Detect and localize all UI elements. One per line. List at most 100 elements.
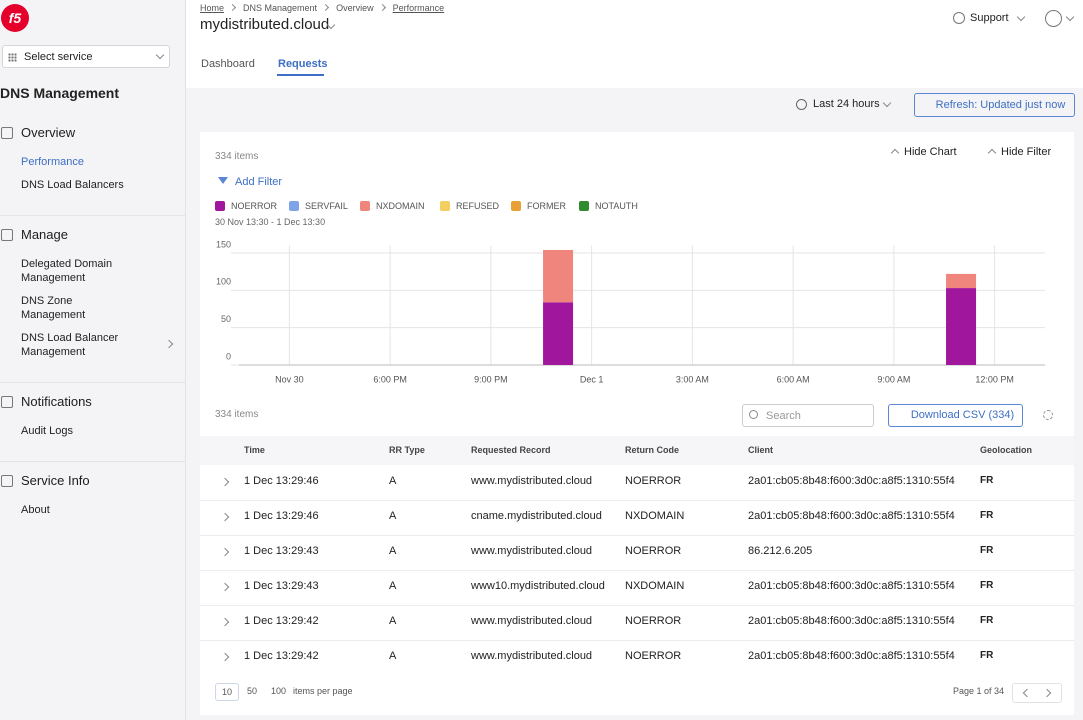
sidebar: f5 Select service DNS Management Overvie…: [0, 0, 186, 720]
cell: A: [389, 545, 396, 557]
legend-item[interactable]: FORMER: [511, 201, 566, 211]
legend-item[interactable]: NXDOMAIN: [360, 201, 425, 211]
download-button[interactable]: Download CSV (334): [888, 404, 1023, 427]
x-tick-label: 6:00 AM: [777, 374, 810, 384]
nav-group-title[interactable]: Overview: [0, 120, 185, 146]
column-header: Time: [244, 445, 265, 455]
nav-item[interactable]: DNS Load Balancer Management: [0, 331, 131, 359]
logo[interactable]: f5: [1, 4, 29, 32]
x-tick-label: 6:00 PM: [373, 374, 407, 384]
nav-group-title[interactable]: Manage: [0, 222, 185, 248]
refresh-button[interactable]: Refresh: Updated just now: [914, 93, 1075, 117]
legend-swatch: [511, 201, 521, 211]
legend-swatch: [289, 201, 299, 211]
row-separator: [200, 605, 1074, 606]
x-tick-label: 9:00 PM: [474, 374, 508, 384]
nav-group: Overview Performance DNS Load Balancers: [0, 114, 185, 215]
legend-swatch: [360, 201, 370, 211]
cell: 2a01:cb05:8b48:f600:3d0c:a8f5:1310:55f4: [748, 650, 955, 662]
cell: NOERROR: [625, 615, 681, 627]
crumb[interactable]: Home: [200, 3, 224, 13]
cell: 1 Dec 13:29:46: [244, 510, 319, 522]
column-header: Client: [748, 445, 773, 455]
tab-active[interactable]: Requests: [278, 58, 328, 70]
legend-item[interactable]: NOTAUTH: [579, 201, 638, 211]
cell: FR: [980, 510, 993, 521]
nav-item[interactable]: About: [0, 503, 131, 517]
row-separator: [200, 500, 1074, 501]
hide-chart[interactable]: Hide Chart: [904, 146, 957, 158]
cell: 2a01:cb05:8b48:f600:3d0c:a8f5:1310:55f4: [748, 510, 955, 522]
cell: NOERROR: [625, 650, 681, 662]
page-size[interactable]: 50: [241, 683, 263, 699]
cell: 86.212.6.205: [748, 545, 812, 557]
nav-item[interactable]: DNS Load Balancers: [0, 178, 131, 192]
legend-swatch: [440, 201, 450, 211]
tab[interactable]: Dashboard: [201, 58, 255, 70]
service-select[interactable]: Select service: [2, 45, 170, 68]
cell: 1 Dec 13:29:42: [244, 615, 319, 627]
bar: [543, 250, 573, 302]
time-range[interactable]: Last 24 hours: [813, 98, 880, 110]
cell: NOERROR: [625, 475, 681, 487]
nav-item[interactable]: Performance: [0, 155, 131, 169]
select-label: Select service: [24, 51, 92, 63]
support[interactable]: Support: [970, 12, 1009, 24]
bar: [543, 302, 573, 365]
crumb[interactable]: DNS Management: [243, 3, 317, 13]
prev[interactable]: [1023, 689, 1031, 697]
cell: www.mydistributed.cloud: [471, 615, 592, 627]
user-icon[interactable]: [1045, 10, 1062, 27]
cell: FR: [980, 650, 993, 661]
search-box[interactable]: Search: [742, 404, 874, 427]
chart-range: 30 Nov 13:30 - 1 Dec 13:30: [215, 217, 325, 227]
legend-item[interactable]: NOERROR: [215, 201, 277, 211]
grid-icon: [8, 53, 17, 62]
page-title: mydistributed.cloud: [200, 16, 329, 33]
cell: A: [389, 580, 396, 592]
legend-label: SERVFAIL: [305, 201, 348, 211]
nav-group-title[interactable]: Service Info: [0, 468, 185, 494]
cell: www.mydistributed.cloud: [471, 475, 592, 487]
settings-icon[interactable]: [1043, 410, 1053, 420]
legend-label: FORMER: [527, 201, 566, 211]
nav-item[interactable]: DNS Zone Management: [0, 294, 131, 322]
x-tick-label: 12:00 PM: [975, 374, 1014, 384]
row-separator: [200, 535, 1074, 536]
cell: NXDOMAIN: [625, 580, 684, 592]
group-icon: [1, 229, 13, 241]
nav-item[interactable]: Audit Logs: [0, 424, 131, 438]
legend-swatch: [579, 201, 589, 211]
legend-item[interactable]: SERVFAIL: [289, 201, 348, 211]
per-page-label: items per page: [293, 686, 353, 696]
crumb-separator: [322, 4, 329, 11]
bar: [946, 288, 976, 365]
legend-label: NOERROR: [231, 201, 277, 211]
nav-group-title[interactable]: Notifications: [0, 389, 185, 415]
x-tick-label: 3:00 AM: [676, 374, 709, 384]
nav-item[interactable]: Delegated Domain Management: [0, 257, 131, 285]
expand-chevron: [165, 340, 173, 348]
globe-icon: [953, 12, 965, 24]
row-separator: [200, 640, 1074, 641]
next[interactable]: [1043, 689, 1051, 697]
hide-filter[interactable]: Hide Filter: [1001, 146, 1051, 158]
page-size[interactable]: 100: [265, 683, 292, 699]
add-filter[interactable]: Add Filter: [235, 176, 282, 188]
clock-icon: [796, 99, 807, 110]
nav-group: Notifications Audit Logs: [0, 382, 185, 461]
group-icon: [1, 475, 13, 487]
crumb-separator: [229, 4, 236, 11]
x-tick-label: 9:00 AM: [877, 374, 910, 384]
legend-label: NXDOMAIN: [376, 201, 425, 211]
legend-item[interactable]: REFUSED: [440, 201, 499, 211]
legend-label: NOTAUTH: [595, 201, 638, 211]
nav: Overview Performance DNS Load Balancers Man…: [0, 114, 185, 540]
x-tick-label: Nov 30: [275, 374, 304, 384]
crumb[interactable]: Overview: [336, 3, 374, 13]
page-size[interactable]: 10: [215, 683, 239, 701]
table-count: 334 items: [215, 409, 258, 420]
pager-arrows[interactable]: [1012, 683, 1062, 703]
crumb[interactable]: Performance: [393, 3, 445, 13]
